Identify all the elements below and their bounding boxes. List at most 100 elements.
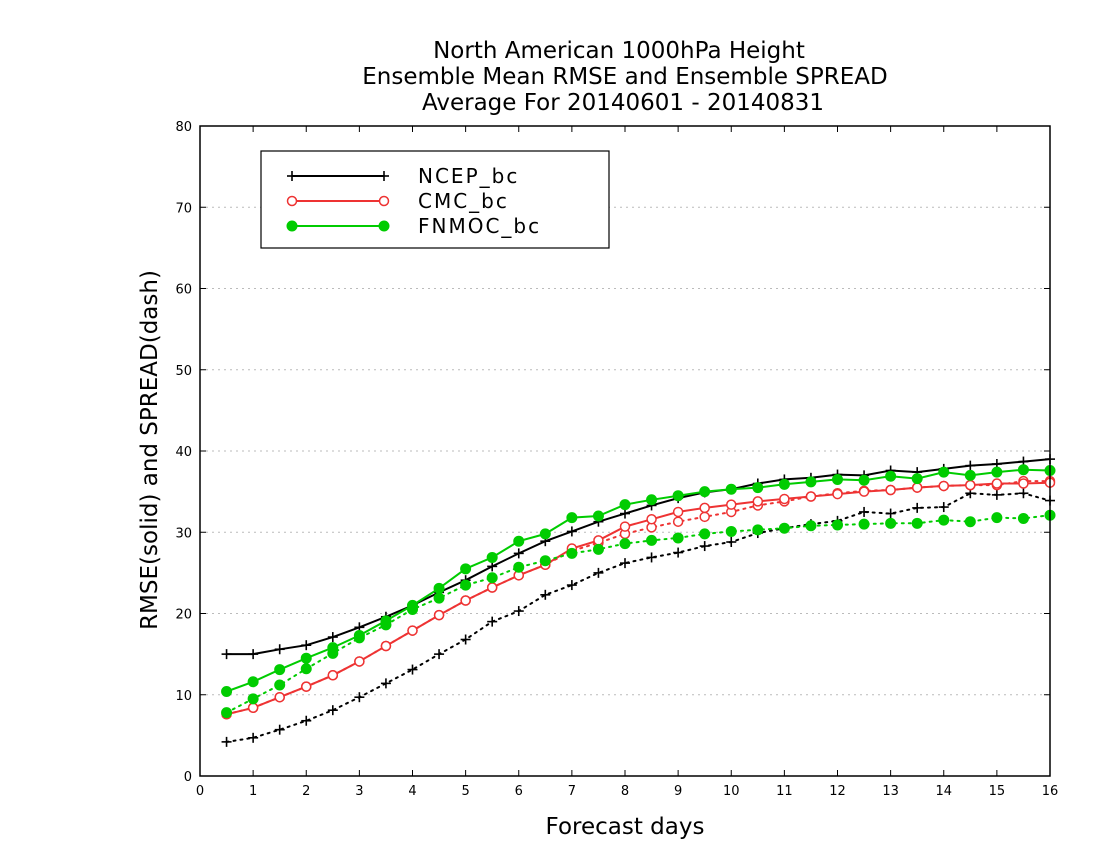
series-line-FNMOC_bc-spread — [225, 514, 1051, 714]
data-point-FNMOC_bc-rmse — [247, 676, 259, 688]
data-point-CMC_bc-rmse — [433, 609, 445, 621]
data-point-NCEP_bc-rmse — [221, 649, 232, 660]
data-point-NCEP_bc-spread — [301, 715, 312, 726]
data-point-FNMOC_bc-spread — [619, 538, 631, 550]
y-tick-label: 70 — [175, 201, 192, 216]
data-point-FNMOC_bc-rmse — [486, 551, 498, 563]
data-point-CMC_bc-rmse — [1018, 478, 1029, 489]
data-point-FNMOC_bc-rmse — [646, 494, 658, 506]
data-point-CMC_bc-rmse — [593, 535, 604, 546]
data-point-NCEP_bc-rmse — [248, 649, 259, 660]
legend-label: CMC_bc — [418, 189, 509, 213]
data-point-NCEP_bc-spread — [460, 634, 471, 645]
data-point-FNMOC_bc-spread — [433, 592, 445, 604]
data-point-NCEP_bc-rmse — [327, 632, 338, 643]
data-point-FNMOC_bc-rmse — [433, 582, 445, 594]
data-point-CMC_bc-rmse — [380, 640, 392, 652]
data-point-NCEP_bc-spread — [885, 508, 896, 519]
data-point-FNMOC_bc-spread — [486, 572, 498, 584]
data-point-NCEP_bc-spread — [354, 692, 365, 703]
x-tick-label: 7 — [568, 784, 576, 799]
data-point-NCEP_bc-spread — [540, 589, 551, 600]
x-tick-label: 5 — [461, 784, 469, 799]
data-point-FNMOC_bc-rmse — [699, 486, 711, 498]
data-point-NCEP_bc-spread — [938, 502, 949, 513]
data-point-CMC_bc-rmse — [752, 496, 764, 507]
data-point-FNMOC_bc-spread — [566, 547, 578, 559]
x-tick-label: 6 — [515, 784, 523, 799]
data-point-FNMOC_bc-spread — [221, 707, 233, 719]
data-point-CMC_bc-rmse — [885, 484, 896, 496]
data-point-NCEP_bc-spread — [274, 724, 285, 735]
data-point-FNMOC_bc-spread — [805, 520, 817, 532]
y-tick-label: 80 — [175, 120, 192, 135]
y-tick-label: 60 — [175, 283, 192, 298]
data-point-NCEP_bc-spread — [991, 489, 1002, 500]
y-tick-label: 40 — [175, 445, 192, 460]
data-point-FNMOC_bc-rmse — [938, 466, 950, 478]
y-axis-title: RMSE(solid) and SPREAD(dash) — [137, 270, 163, 630]
data-point-FNMOC_bc-rmse — [513, 535, 525, 547]
data-point-FNMOC_bc-spread — [991, 512, 1003, 524]
series-line-NCEP_bc-rmse — [226, 458, 1051, 656]
data-point-FNMOC_bc-rmse — [805, 476, 817, 488]
data-point-CMC_bc-rmse — [327, 670, 339, 681]
chart-title-line-1: North American 1000hPa Height — [433, 38, 805, 64]
series-line-NCEP_bc-spread — [225, 492, 1051, 743]
data-point-FNMOC_bc-rmse — [566, 512, 578, 524]
chart-title-line-2: Ensemble Mean RMSE and Ensemble SPREAD — [362, 64, 887, 90]
data-point-FNMOC_bc-spread — [1017, 512, 1029, 524]
data-point-FNMOC_bc-rmse — [991, 466, 1003, 478]
x-tick-label: 1 — [249, 784, 257, 799]
x-tick-label: 4 — [408, 784, 416, 799]
legend-item-FNMOC_bc: FNMOC_bc — [286, 214, 539, 238]
series-CMC_bc-rmse — [221, 477, 1056, 720]
legend-marker — [378, 195, 390, 207]
chart-title-line-3: Average For 20140601 - 20140831 — [422, 90, 824, 116]
x-tick-label: 3 — [355, 784, 363, 799]
data-point-NCEP_bc-spread — [620, 558, 630, 569]
x-tick-label: 0 — [196, 784, 204, 799]
data-point-FNMOC_bc-spread — [460, 579, 472, 591]
data-point-CMC_bc-rmse — [672, 506, 684, 518]
data-point-FNMOC_bc-rmse — [1017, 464, 1029, 476]
data-point-FNMOC_bc-spread — [646, 534, 658, 546]
data-point-FNMOC_bc-spread — [832, 519, 843, 531]
data-point-FNMOC_bc-rmse — [964, 469, 976, 481]
series-line-CMC_bc-rmse — [226, 481, 1051, 716]
x-tick-label: 11 — [776, 784, 793, 799]
data-point-CMC_bc-rmse — [938, 480, 949, 492]
data-point-FNMOC_bc-spread — [539, 555, 551, 567]
data-point-NCEP_bc-rmse — [301, 640, 312, 651]
legend-marker — [379, 171, 389, 181]
data-point-FNMOC_bc-spread — [247, 693, 259, 705]
data-point-FNMOC_bc-rmse — [885, 470, 897, 482]
data-point-CMC_bc-rmse — [646, 514, 657, 525]
data-point-CMC_bc-rmse — [247, 702, 259, 713]
data-point-CMC_bc-rmse — [354, 656, 365, 667]
data-point-NCEP_bc-spread — [513, 606, 524, 617]
data-point-FNMOC_bc-rmse — [221, 686, 233, 697]
data-point-FNMOC_bc-rmse — [380, 615, 392, 627]
data-point-FNMOC_bc-rmse — [460, 563, 472, 575]
data-point-FNMOC_bc-spread — [699, 528, 711, 540]
series-layer — [221, 454, 1056, 747]
data-point-CMC_bc-rmse — [274, 691, 285, 703]
data-point-CMC_bc-spread — [699, 511, 710, 523]
data-point-CMC_bc-rmse — [460, 595, 471, 606]
legend-marker — [378, 220, 390, 232]
data-point-CMC_bc-rmse — [911, 482, 923, 493]
data-point-NCEP_bc-spread — [566, 580, 577, 591]
chart-title: North American 1000hPa Height Ensemble M… — [362, 38, 887, 116]
data-point-FNMOC_bc-spread — [858, 518, 870, 530]
data-point-NCEP_bc-spread — [859, 506, 870, 517]
data-point-FNMOC_bc-rmse — [274, 664, 286, 676]
x-tick-label: 10 — [723, 784, 740, 799]
data-point-FNMOC_bc-rmse — [752, 482, 764, 494]
data-point-FNMOC_bc-spread — [752, 524, 764, 536]
x-tick-label: 14 — [935, 784, 952, 799]
legend-marker — [286, 195, 298, 207]
x-tick-label: 15 — [989, 784, 1006, 799]
data-point-CMC_bc-rmse — [832, 488, 843, 500]
